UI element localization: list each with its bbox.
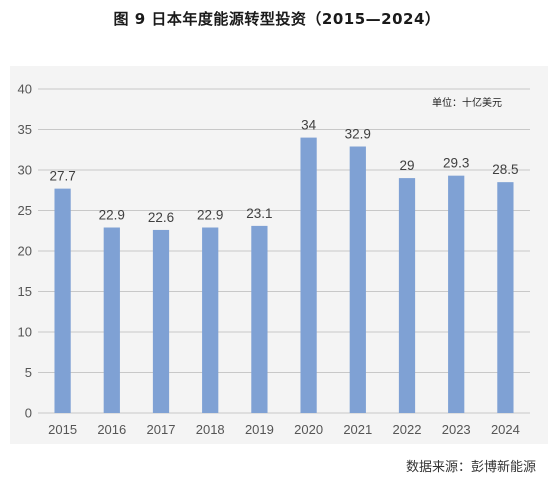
source-note: 数据来源：彭博新能源	[405, 460, 536, 475]
x-tick-label: 2021	[343, 422, 372, 437]
y-tick-label: 35	[18, 122, 32, 137]
data-label-2020: 34	[301, 118, 317, 133]
x-tick-label: 2015	[48, 422, 77, 437]
y-tick-label: 0	[25, 406, 32, 421]
x-tick-label: 2017	[147, 422, 176, 437]
y-tick-label: 15	[18, 284, 32, 299]
y-tick-label: 5	[25, 365, 32, 380]
data-label-2019: 23.1	[246, 206, 272, 221]
data-label-2016: 22.9	[99, 208, 125, 223]
x-tick-label: 2019	[245, 422, 274, 437]
data-label-2021: 32.9	[345, 127, 371, 142]
bar-2018	[202, 227, 219, 413]
bar-2024	[497, 182, 514, 413]
y-tick-label: 10	[18, 325, 32, 340]
bar-2019	[251, 225, 268, 413]
data-label-2022: 29	[399, 158, 414, 173]
y-tick-label: 20	[18, 244, 32, 259]
bar-2023	[448, 175, 465, 413]
x-axis-tick-labels: 2015 2016 2017 2018 2019 2020 2021 2022 2023 2024	[48, 422, 520, 437]
y-tick-label: 40	[18, 82, 32, 97]
y-tick-label: 30	[18, 163, 32, 178]
x-tick-label: 2022	[393, 422, 422, 437]
data-label-2015: 27.7	[49, 169, 75, 184]
bar-2017	[152, 229, 170, 413]
bar-2021	[349, 146, 366, 413]
data-label-2017: 22.6	[148, 210, 174, 225]
bar-2016	[103, 227, 120, 413]
y-tick-label: 25	[18, 203, 32, 218]
x-tick-label: 2023	[442, 422, 471, 437]
x-tick-label: 2018	[196, 422, 225, 437]
x-tick-label: 2020	[294, 422, 323, 437]
bar-2015	[54, 188, 71, 413]
data-label-2024: 28.5	[492, 162, 518, 177]
chart-title: 图 9 日本年度能源转型投资（2015—2024）	[113, 10, 441, 28]
data-label-2018: 22.9	[197, 208, 223, 223]
x-tick-label: 2016	[97, 422, 126, 437]
y-axis-tick-labels: 0 5 10 15 20 25 30 35 40	[18, 82, 32, 421]
data-labels: 27.7 22.9 22.6 22.9 23.1 34 32.9 29 29.3 28.5	[49, 118, 518, 225]
unit-note: 单位：十亿美元	[432, 98, 502, 109]
data-label-2023: 29.3	[443, 156, 469, 171]
bar-2022	[398, 178, 416, 413]
bars	[54, 137, 514, 413]
x-tick-label: 2024	[491, 422, 520, 437]
bar-2020	[300, 137, 317, 413]
gridlines	[38, 88, 530, 414]
